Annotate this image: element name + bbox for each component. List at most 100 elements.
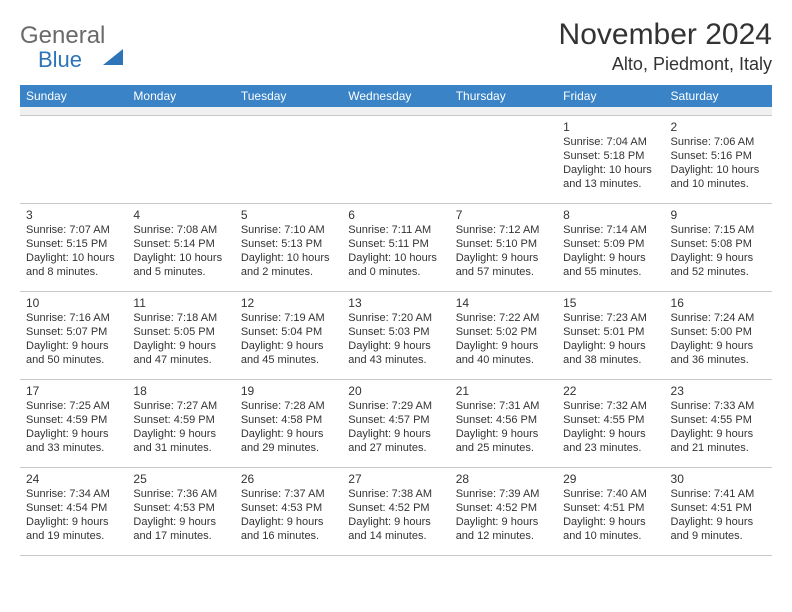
sunrise-line: Sunrise: 7:25 AM xyxy=(26,399,121,413)
day-header: Wednesday xyxy=(342,85,449,107)
day-cell: 27Sunrise: 7:38 AMSunset: 4:52 PMDayligh… xyxy=(342,467,449,555)
daylight-line: Daylight: 9 hours and 36 minutes. xyxy=(671,339,766,368)
sunset-line: Sunset: 5:08 PM xyxy=(671,237,766,251)
day-number: 5 xyxy=(241,208,336,222)
week-row: 1Sunrise: 7:04 AMSunset: 5:18 PMDaylight… xyxy=(20,115,772,203)
daylight-line: Daylight: 9 hours and 25 minutes. xyxy=(456,427,551,456)
logo-text: General Blue xyxy=(20,22,123,70)
day-cell xyxy=(127,115,234,203)
logo-part1: General xyxy=(20,22,105,49)
sunset-line: Sunset: 4:55 PM xyxy=(671,413,766,427)
daylight-line: Daylight: 10 hours and 0 minutes. xyxy=(348,251,443,280)
daylight-line: Daylight: 9 hours and 47 minutes. xyxy=(133,339,228,368)
day-cell: 11Sunrise: 7:18 AMSunset: 5:05 PMDayligh… xyxy=(127,291,234,379)
day-number: 8 xyxy=(563,208,658,222)
day-cell: 30Sunrise: 7:41 AMSunset: 4:51 PMDayligh… xyxy=(665,467,772,555)
daylight-line: Daylight: 9 hours and 14 minutes. xyxy=(348,515,443,544)
day-cell: 12Sunrise: 7:19 AMSunset: 5:04 PMDayligh… xyxy=(235,291,342,379)
day-cell xyxy=(342,115,449,203)
day-cell: 8Sunrise: 7:14 AMSunset: 5:09 PMDaylight… xyxy=(557,203,664,291)
day-cell: 13Sunrise: 7:20 AMSunset: 5:03 PMDayligh… xyxy=(342,291,449,379)
week-row: 3Sunrise: 7:07 AMSunset: 5:15 PMDaylight… xyxy=(20,203,772,291)
sunset-line: Sunset: 5:05 PM xyxy=(133,325,228,339)
day-number: 21 xyxy=(456,384,551,398)
day-cell: 9Sunrise: 7:15 AMSunset: 5:08 PMDaylight… xyxy=(665,203,772,291)
day-cell: 1Sunrise: 7:04 AMSunset: 5:18 PMDaylight… xyxy=(557,115,664,203)
day-number: 17 xyxy=(26,384,121,398)
day-cell: 10Sunrise: 7:16 AMSunset: 5:07 PMDayligh… xyxy=(20,291,127,379)
day-cell: 6Sunrise: 7:11 AMSunset: 5:11 PMDaylight… xyxy=(342,203,449,291)
sunrise-line: Sunrise: 7:27 AM xyxy=(133,399,228,413)
day-number: 7 xyxy=(456,208,551,222)
sunset-line: Sunset: 5:13 PM xyxy=(241,237,336,251)
day-cell: 3Sunrise: 7:07 AMSunset: 5:15 PMDaylight… xyxy=(20,203,127,291)
day-cell: 28Sunrise: 7:39 AMSunset: 4:52 PMDayligh… xyxy=(450,467,557,555)
sunrise-line: Sunrise: 7:15 AM xyxy=(671,223,766,237)
day-header: Sunday xyxy=(20,85,127,107)
day-cell: 18Sunrise: 7:27 AMSunset: 4:59 PMDayligh… xyxy=(127,379,234,467)
sunrise-line: Sunrise: 7:22 AM xyxy=(456,311,551,325)
sunrise-line: Sunrise: 7:12 AM xyxy=(456,223,551,237)
day-number: 25 xyxy=(133,472,228,486)
sunset-line: Sunset: 5:02 PM xyxy=(456,325,551,339)
sunrise-line: Sunrise: 7:18 AM xyxy=(133,311,228,325)
daylight-line: Daylight: 9 hours and 43 minutes. xyxy=(348,339,443,368)
sunset-line: Sunset: 4:59 PM xyxy=(133,413,228,427)
sunset-line: Sunset: 4:51 PM xyxy=(563,501,658,515)
daylight-line: Daylight: 9 hours and 31 minutes. xyxy=(133,427,228,456)
sunrise-line: Sunrise: 7:14 AM xyxy=(563,223,658,237)
daylight-line: Daylight: 9 hours and 23 minutes. xyxy=(563,427,658,456)
day-number: 6 xyxy=(348,208,443,222)
day-cell: 21Sunrise: 7:31 AMSunset: 4:56 PMDayligh… xyxy=(450,379,557,467)
sunrise-line: Sunrise: 7:24 AM xyxy=(671,311,766,325)
sunrise-line: Sunrise: 7:34 AM xyxy=(26,487,121,501)
logo: General Blue xyxy=(20,22,123,70)
logo-triangle-icon xyxy=(103,22,123,65)
day-cell: 14Sunrise: 7:22 AMSunset: 5:02 PMDayligh… xyxy=(450,291,557,379)
day-cell xyxy=(450,115,557,203)
daylight-line: Daylight: 9 hours and 10 minutes. xyxy=(563,515,658,544)
daylight-line: Daylight: 9 hours and 29 minutes. xyxy=(241,427,336,456)
sunset-line: Sunset: 4:52 PM xyxy=(456,501,551,515)
day-number: 15 xyxy=(563,296,658,310)
day-number: 28 xyxy=(456,472,551,486)
day-number: 20 xyxy=(348,384,443,398)
daylight-line: Daylight: 9 hours and 12 minutes. xyxy=(456,515,551,544)
daylight-line: Daylight: 9 hours and 19 minutes. xyxy=(26,515,121,544)
sunset-line: Sunset: 5:16 PM xyxy=(671,149,766,163)
location: Alto, Piedmont, Italy xyxy=(559,54,772,75)
sunset-line: Sunset: 5:14 PM xyxy=(133,237,228,251)
day-cell xyxy=(235,115,342,203)
day-number: 11 xyxy=(133,296,228,310)
sunset-line: Sunset: 5:07 PM xyxy=(26,325,121,339)
day-number: 18 xyxy=(133,384,228,398)
sunset-line: Sunset: 5:10 PM xyxy=(456,237,551,251)
sunrise-line: Sunrise: 7:41 AM xyxy=(671,487,766,501)
sunset-line: Sunset: 4:54 PM xyxy=(26,501,121,515)
daylight-line: Daylight: 9 hours and 27 minutes. xyxy=(348,427,443,456)
daylight-line: Daylight: 9 hours and 16 minutes. xyxy=(241,515,336,544)
sunrise-line: Sunrise: 7:37 AM xyxy=(241,487,336,501)
sunset-line: Sunset: 5:18 PM xyxy=(563,149,658,163)
calendar-body: 1Sunrise: 7:04 AMSunset: 5:18 PMDaylight… xyxy=(20,107,772,555)
sunrise-line: Sunrise: 7:08 AM xyxy=(133,223,228,237)
day-header: Friday xyxy=(557,85,664,107)
day-number: 10 xyxy=(26,296,121,310)
sunset-line: Sunset: 5:15 PM xyxy=(26,237,121,251)
day-cell: 4Sunrise: 7:08 AMSunset: 5:14 PMDaylight… xyxy=(127,203,234,291)
day-header: Thursday xyxy=(450,85,557,107)
sunset-line: Sunset: 5:09 PM xyxy=(563,237,658,251)
sunset-line: Sunset: 4:52 PM xyxy=(348,501,443,515)
day-cell: 20Sunrise: 7:29 AMSunset: 4:57 PMDayligh… xyxy=(342,379,449,467)
daylight-line: Daylight: 9 hours and 38 minutes. xyxy=(563,339,658,368)
sunrise-line: Sunrise: 7:32 AM xyxy=(563,399,658,413)
day-header: Saturday xyxy=(665,85,772,107)
title-block: November 2024 Alto, Piedmont, Italy xyxy=(559,18,772,75)
sunset-line: Sunset: 4:56 PM xyxy=(456,413,551,427)
sunset-line: Sunset: 4:53 PM xyxy=(133,501,228,515)
daylight-line: Daylight: 10 hours and 10 minutes. xyxy=(671,163,766,192)
day-number: 13 xyxy=(348,296,443,310)
day-number: 26 xyxy=(241,472,336,486)
daylight-line: Daylight: 9 hours and 50 minutes. xyxy=(26,339,121,368)
day-number: 14 xyxy=(456,296,551,310)
